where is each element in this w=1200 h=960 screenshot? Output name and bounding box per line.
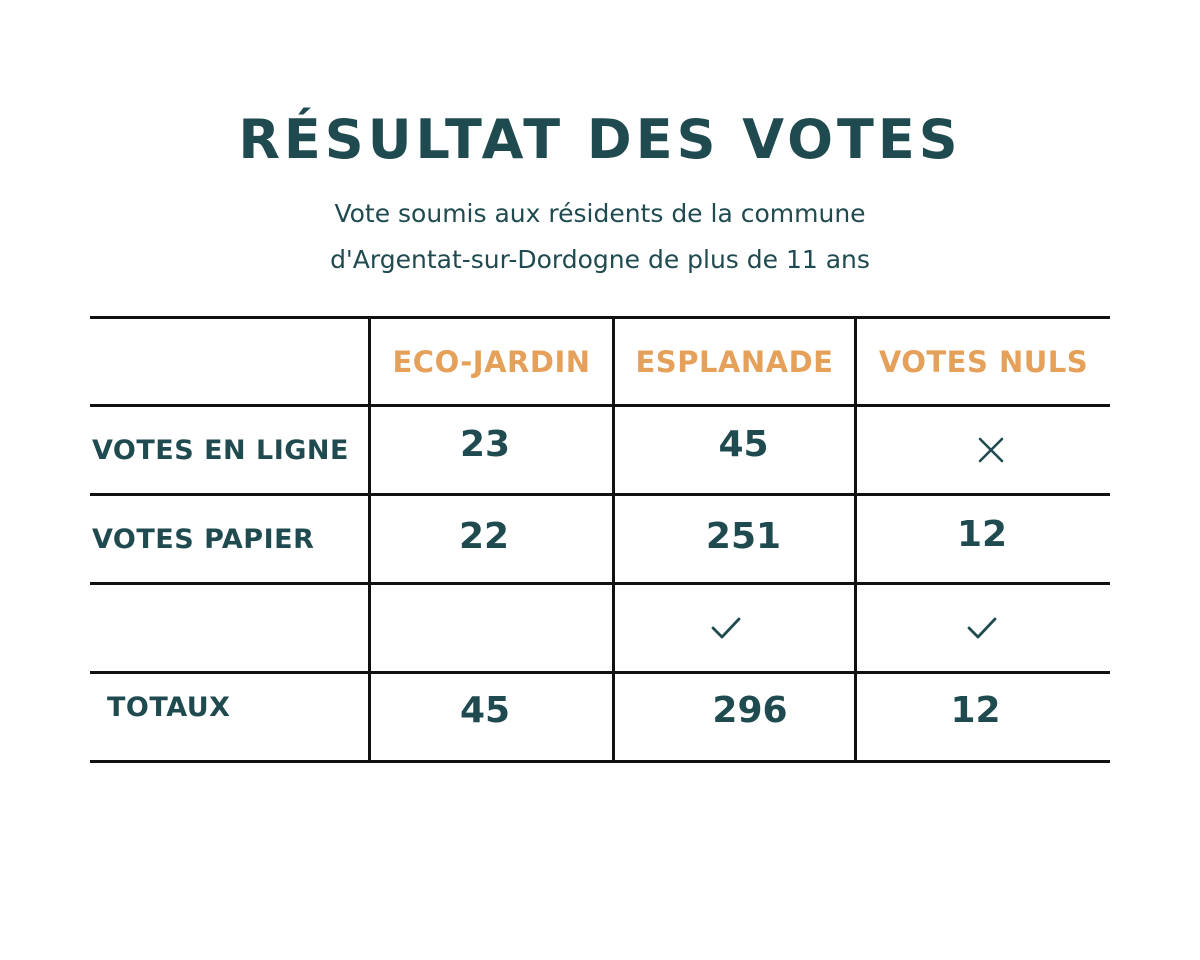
table-rule-bottom (90, 760, 1110, 763)
cell-totaux-esplanade: 296 (712, 689, 788, 731)
table-rule-row2 (90, 582, 1110, 585)
cell-totaux-votes-nuls: 12 (950, 689, 1001, 731)
checkmark-icon (615, 585, 837, 671)
page-title: RÉSULTAT DES VOTES (238, 108, 962, 171)
subtitle-line-2: d'Argentat-sur-Dordogne de plus de 11 an… (330, 245, 870, 274)
checkmark-icon (857, 585, 1107, 671)
subtitle-line-1: Vote soumis aux résidents de la commune (334, 199, 866, 228)
column-header-eco-jardin: ECO-JARDIN (392, 344, 591, 379)
cell-votes-en-ligne-esplanade: 45 (718, 423, 769, 465)
cell-votes-papier-eco-jardin: 22 (458, 515, 510, 557)
cell-votes-papier-votes-nuls: 12 (956, 513, 1008, 555)
table-rule-header (90, 404, 1110, 407)
cell-votes-papier-esplanade: 251 (705, 515, 782, 557)
row-label-votes-en-ligne: VOTES EN LIGNE (92, 434, 349, 466)
column-header-esplanade: ESPLANADE (635, 344, 834, 379)
row-label-totaux: TOTAUX (107, 691, 231, 723)
table-rule-top (90, 316, 1110, 319)
cell-votes-en-ligne-eco-jardin: 23 (459, 423, 511, 465)
table-col-divider-1 (368, 316, 371, 760)
table-col-divider-3 (854, 316, 857, 763)
cross-icon (857, 407, 1125, 493)
row-label-votes-papier: VOTES PAPIER (92, 523, 315, 555)
row-label-empty (92, 585, 368, 671)
table-rule-row3 (90, 671, 1110, 674)
table-col-divider-2 (612, 316, 615, 763)
cell-totaux-eco-jardin: 45 (459, 689, 511, 731)
column-header-votes-nuls: VOTES NULS (878, 344, 1089, 379)
table-rule-row1 (90, 493, 1110, 496)
